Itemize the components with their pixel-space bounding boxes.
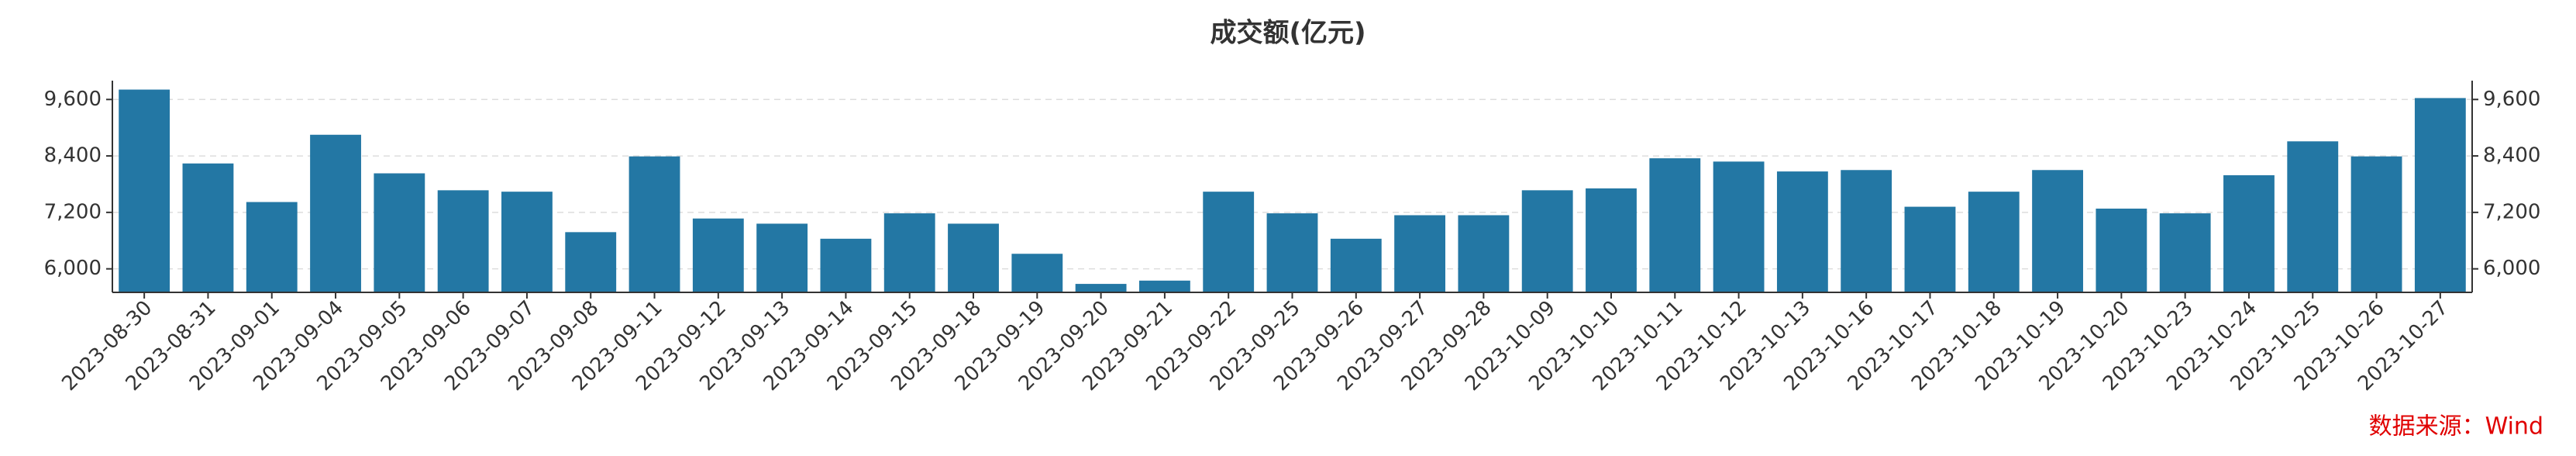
bar bbox=[883, 213, 935, 292]
bar bbox=[2350, 156, 2402, 292]
bar bbox=[1011, 254, 1063, 292]
bar bbox=[2096, 209, 2147, 292]
bar bbox=[1649, 158, 1701, 292]
bar bbox=[565, 232, 617, 292]
bar bbox=[1904, 206, 1956, 292]
bar bbox=[246, 202, 298, 292]
y2-tick-label: 9,600 bbox=[2483, 88, 2540, 111]
y-tick-label: 8,400 bbox=[44, 144, 102, 168]
bar bbox=[1521, 190, 1573, 292]
bar bbox=[2223, 174, 2275, 292]
bar bbox=[437, 190, 489, 292]
source-note: 数据来源：Wind bbox=[2369, 413, 2543, 440]
bar bbox=[629, 156, 680, 292]
y-tick-label: 7,200 bbox=[44, 200, 102, 223]
y2-tick-label: 6,000 bbox=[2483, 257, 2540, 280]
bar bbox=[119, 89, 170, 292]
bar bbox=[1075, 284, 1127, 292]
bar bbox=[1266, 213, 1318, 292]
bar bbox=[1968, 192, 2020, 292]
bar bbox=[948, 223, 999, 292]
bar bbox=[692, 218, 744, 292]
bar bbox=[2159, 213, 2211, 292]
bar bbox=[2032, 170, 2083, 292]
chart-title: 成交额(亿元) bbox=[1210, 18, 1365, 49]
bar bbox=[1330, 238, 1382, 292]
bar bbox=[1776, 171, 1828, 292]
y-tick-label: 6,000 bbox=[44, 257, 102, 280]
bar bbox=[182, 163, 234, 292]
y2-tick-label: 8,400 bbox=[2483, 144, 2540, 168]
bar bbox=[1458, 215, 1510, 292]
bar bbox=[1203, 192, 1255, 292]
bar bbox=[501, 192, 553, 292]
bar bbox=[2287, 141, 2339, 292]
bar bbox=[310, 134, 361, 292]
bar bbox=[2414, 98, 2466, 293]
bar bbox=[756, 223, 808, 292]
bar bbox=[1841, 170, 1892, 292]
bar bbox=[374, 173, 425, 292]
bar bbox=[1394, 215, 1446, 292]
y-tick-label: 9,600 bbox=[44, 88, 102, 111]
bar bbox=[1138, 280, 1190, 292]
y2-tick-label: 7,200 bbox=[2483, 200, 2540, 223]
bar bbox=[1713, 161, 1765, 292]
bar bbox=[1586, 188, 1637, 292]
bar bbox=[820, 238, 872, 292]
